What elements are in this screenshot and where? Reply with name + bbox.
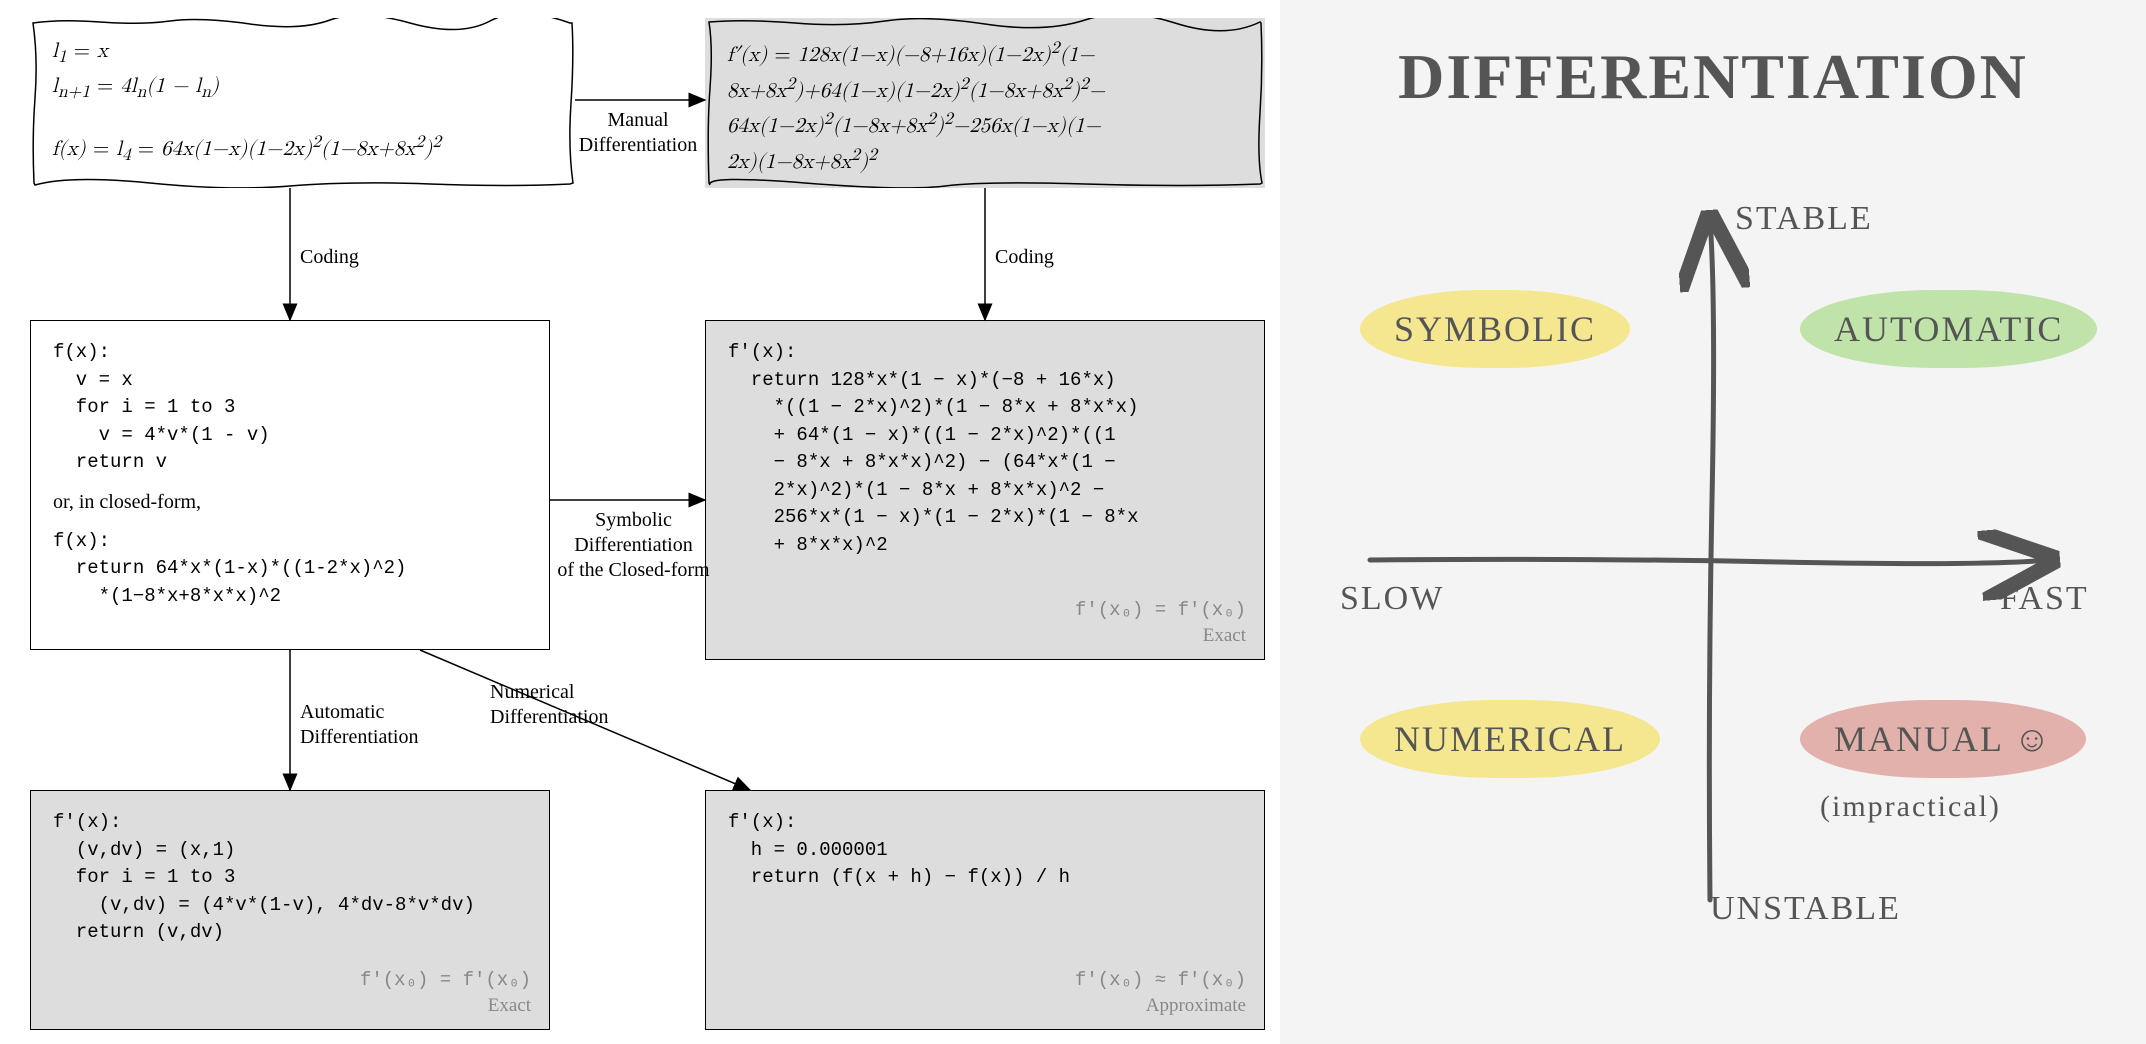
box-f-code: f(x): v = x for i = 1 to 3 v = 4*v*(1 - … <box>30 320 550 650</box>
footnote-code: f'(x₀) = f′(x₀) <box>1075 599 1246 621</box>
blob-text: MANUAL ☺ <box>1834 719 2052 759</box>
edge-label-symbolic: SymbolicDifferentiationof the Closed-for… <box>556 508 711 583</box>
edge-label-numerical: NumericalDifferentiation <box>490 680 608 730</box>
edge-label-coding-1: Coding <box>300 245 359 270</box>
f-code-1: f(x): v = x for i = 1 to 3 v = 4*v*(1 - … <box>53 339 527 477</box>
label-text: NumericalDifferentiation <box>490 681 608 728</box>
box-fprime-num: f'(x): h = 0.000001 return (f(x + h) − f… <box>705 790 1265 1030</box>
label-text: Coding <box>995 246 1054 268</box>
footnote-label: Exact <box>488 995 531 1016</box>
fprime-num-footnote: f'(x₀) ≈ f′(x₀) Approximate <box>1075 967 1246 1017</box>
footnote-label: Exact <box>1203 625 1246 646</box>
axis-label-left: SLOW <box>1340 580 1444 618</box>
blob-automatic: AUTOMATIC <box>1800 290 2097 368</box>
blob-text: SYMBOLIC <box>1394 309 1596 349</box>
flowchart-panel: l1 = xln+1 = 4ln(1 − ln)f(x) = l4 = 64x(… <box>0 0 1280 1044</box>
blob-numerical: NUMERICAL <box>1360 700 1660 778</box>
label-text: ManualDifferentiation <box>579 109 697 156</box>
f-code-mid: or, in closed-form, <box>53 491 527 514</box>
edge-label-automatic: AutomaticDifferentiation <box>300 700 418 750</box>
manual-math-content: f′(x) = 128x(1−x)(−8+16x)(1−2x)2(1−8x+8x… <box>727 36 1243 178</box>
edge-label-coding-2: Coding <box>995 245 1054 270</box>
footnote-code: f'(x₀) = f′(x₀) <box>360 969 531 991</box>
box-fprime-auto: f'(x): (v,dv) = (x,1) for i = 1 to 3 (v,… <box>30 790 550 1030</box>
box-manual-math: f′(x) = 128x(1−x)(−8+16x)(1−2x)2(1−8x+8x… <box>705 18 1265 188</box>
fprime-symbolic-code: f'(x): return 128*x*(1 − x)*(−8 + 16*x) … <box>728 339 1242 559</box>
fprime-num-code: f'(x): h = 0.000001 return (f(x + h) − f… <box>728 809 1242 892</box>
label-text: AutomaticDifferentiation <box>300 701 418 748</box>
blob-text: NUMERICAL <box>1394 719 1626 759</box>
box-source-math: l1 = xln+1 = 4ln(1 − ln)f(x) = l4 = 64x(… <box>30 18 575 188</box>
quadrant-panel: DIFFERENTIATION STABLE UNSTABLE SLOW FAS… <box>1280 0 2146 1044</box>
blob-manual: MANUAL ☺ <box>1800 700 2086 778</box>
fprime-auto-code: f'(x): (v,dv) = (x,1) for i = 1 to 3 (v,… <box>53 809 527 947</box>
f-code-2: f(x): return 64*x*(1-x)*((1-2*x)^2) *(1−… <box>53 528 527 611</box>
label-text: SymbolicDifferentiationof the Closed-for… <box>557 509 709 581</box>
blob-text: AUTOMATIC <box>1834 309 2063 349</box>
axis-label-top: STABLE <box>1735 200 1873 238</box>
fprime-auto-footnote: f'(x₀) = f′(x₀) Exact <box>360 967 531 1017</box>
quadrant-axes <box>1280 0 2146 1044</box>
blob-manual-sub: (impractical) <box>1820 790 2001 824</box>
blob-symbolic: SYMBOLIC <box>1360 290 1630 368</box>
source-math-content: l1 = xln+1 = 4ln(1 − ln)f(x) = l4 = 64x(… <box>52 36 553 169</box>
box-fprime-symbolic: f'(x): return 128*x*(1 − x)*(−8 + 16*x) … <box>705 320 1265 660</box>
axis-label-right: FAST <box>2000 580 2089 618</box>
footnote-code: f'(x₀) ≈ f′(x₀) <box>1075 969 1246 991</box>
footnote-label: Approximate <box>1146 995 1246 1016</box>
label-text: Coding <box>300 246 359 268</box>
edge-label-manual: ManualDifferentiation <box>578 108 698 158</box>
axis-label-bottom: UNSTABLE <box>1710 890 1901 928</box>
fprime-symbolic-footnote: f'(x₀) = f′(x₀) Exact <box>1075 597 1246 647</box>
